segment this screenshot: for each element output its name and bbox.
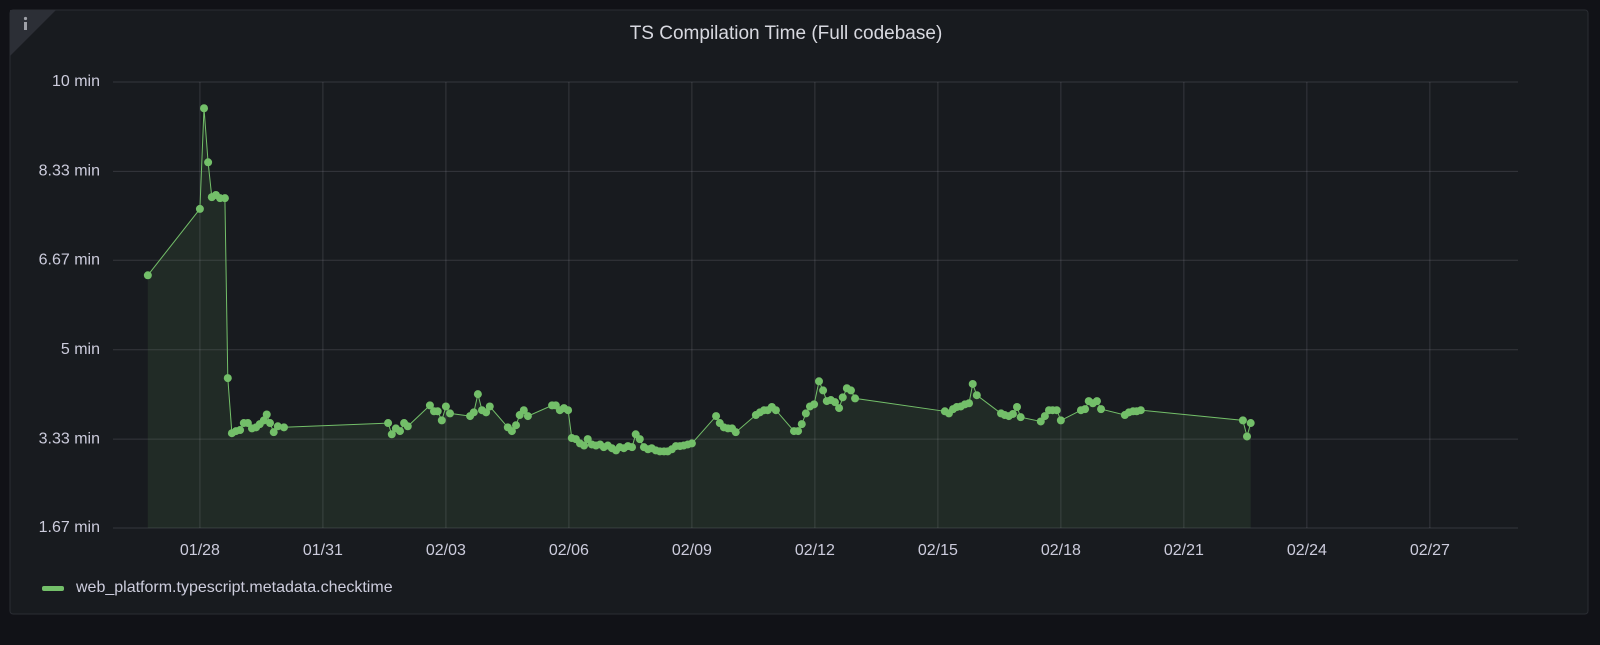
x-tick-label: 02/15 bbox=[918, 542, 958, 559]
series-area bbox=[147, 108, 1251, 528]
x-tick-label: 02/06 bbox=[549, 542, 589, 559]
info-corner[interactable] bbox=[10, 10, 56, 56]
data-point bbox=[262, 410, 271, 419]
data-point bbox=[220, 194, 229, 203]
data-point bbox=[972, 391, 981, 400]
data-point bbox=[204, 158, 213, 167]
data-point bbox=[507, 427, 516, 436]
data-point bbox=[771, 406, 780, 415]
data-point bbox=[512, 421, 521, 430]
data-point bbox=[485, 402, 494, 411]
data-point bbox=[223, 374, 232, 383]
data-point bbox=[143, 271, 152, 280]
data-point bbox=[425, 401, 434, 410]
x-tick-label: 01/31 bbox=[303, 542, 343, 559]
data-point bbox=[838, 393, 847, 402]
x-tick-label: 02/09 bbox=[672, 542, 712, 559]
data-point bbox=[1246, 419, 1255, 428]
data-point bbox=[968, 379, 977, 388]
data-point bbox=[395, 427, 404, 436]
data-point bbox=[814, 377, 823, 386]
data-point bbox=[269, 428, 278, 437]
y-tick-label: 10 min bbox=[52, 73, 100, 90]
data-point bbox=[1008, 409, 1017, 418]
x-tick-label: 02/21 bbox=[1164, 542, 1204, 559]
legend-swatch[interactable] bbox=[42, 586, 64, 591]
data-point bbox=[835, 404, 844, 413]
data-point bbox=[446, 409, 455, 418]
data-point bbox=[1013, 402, 1022, 411]
data-point bbox=[1136, 406, 1145, 415]
data-point bbox=[1052, 406, 1061, 415]
data-point bbox=[433, 407, 442, 416]
y-tick-label: 6.67 min bbox=[39, 252, 100, 269]
data-point bbox=[1040, 412, 1049, 421]
data-point bbox=[712, 412, 721, 421]
data-point bbox=[564, 406, 573, 415]
x-tick-label: 02/03 bbox=[426, 542, 466, 559]
data-point bbox=[810, 400, 819, 409]
legend-label[interactable]: web_platform.typescript.metadata.checkti… bbox=[75, 579, 393, 596]
data-point bbox=[441, 402, 450, 411]
data-point bbox=[1243, 432, 1252, 441]
info-icon-dot bbox=[23, 16, 28, 21]
data-point bbox=[1238, 416, 1247, 425]
data-point bbox=[384, 419, 393, 428]
data-point bbox=[200, 104, 209, 113]
data-point bbox=[965, 399, 974, 408]
data-point bbox=[801, 409, 810, 418]
data-point bbox=[469, 408, 478, 417]
data-point bbox=[851, 394, 860, 403]
data-point bbox=[731, 428, 740, 437]
chart-title: TS Compilation Time (Full codebase) bbox=[630, 23, 943, 44]
y-tick-label: 5 min bbox=[61, 341, 100, 358]
y-tick-label: 1.67 min bbox=[39, 519, 100, 536]
data-point bbox=[1056, 416, 1065, 425]
x-tick-label: 01/28 bbox=[180, 542, 220, 559]
data-point bbox=[830, 398, 839, 407]
data-point bbox=[635, 435, 644, 444]
data-point bbox=[387, 430, 396, 439]
panel bbox=[9, 9, 1589, 615]
data-point bbox=[1092, 397, 1101, 406]
data-point bbox=[437, 416, 446, 425]
data-point bbox=[266, 419, 275, 428]
data-point bbox=[403, 422, 412, 431]
data-point bbox=[819, 386, 828, 395]
data-point bbox=[236, 426, 245, 435]
data-point bbox=[628, 443, 637, 452]
data-point bbox=[279, 423, 288, 432]
x-tick-label: 02/24 bbox=[1287, 542, 1327, 559]
data-point bbox=[519, 406, 528, 415]
data-point bbox=[794, 427, 803, 436]
plot-area: 1.67 min 3.33 min 5 min 6.67 min 8.33 min 10 … bbox=[39, 73, 1518, 559]
x-tick-label: 02/12 bbox=[795, 542, 835, 559]
y-tick-label: 3.33 min bbox=[39, 430, 100, 447]
data-point bbox=[482, 408, 491, 417]
data-point bbox=[473, 390, 482, 399]
data-point bbox=[1081, 405, 1090, 414]
data-point bbox=[797, 420, 806, 429]
x-tick-label: 02/27 bbox=[1410, 542, 1450, 559]
data-point bbox=[195, 204, 204, 213]
y-tick-label: 8.33 min bbox=[39, 163, 100, 180]
x-tick-label: 02/18 bbox=[1041, 542, 1081, 559]
data-point bbox=[687, 439, 696, 448]
data-point bbox=[273, 422, 282, 431]
data-point bbox=[523, 412, 532, 421]
data-point bbox=[1016, 413, 1025, 422]
data-point bbox=[846, 386, 855, 395]
data-point bbox=[1097, 405, 1106, 414]
data-point bbox=[580, 441, 589, 450]
info-icon bbox=[24, 22, 27, 30]
